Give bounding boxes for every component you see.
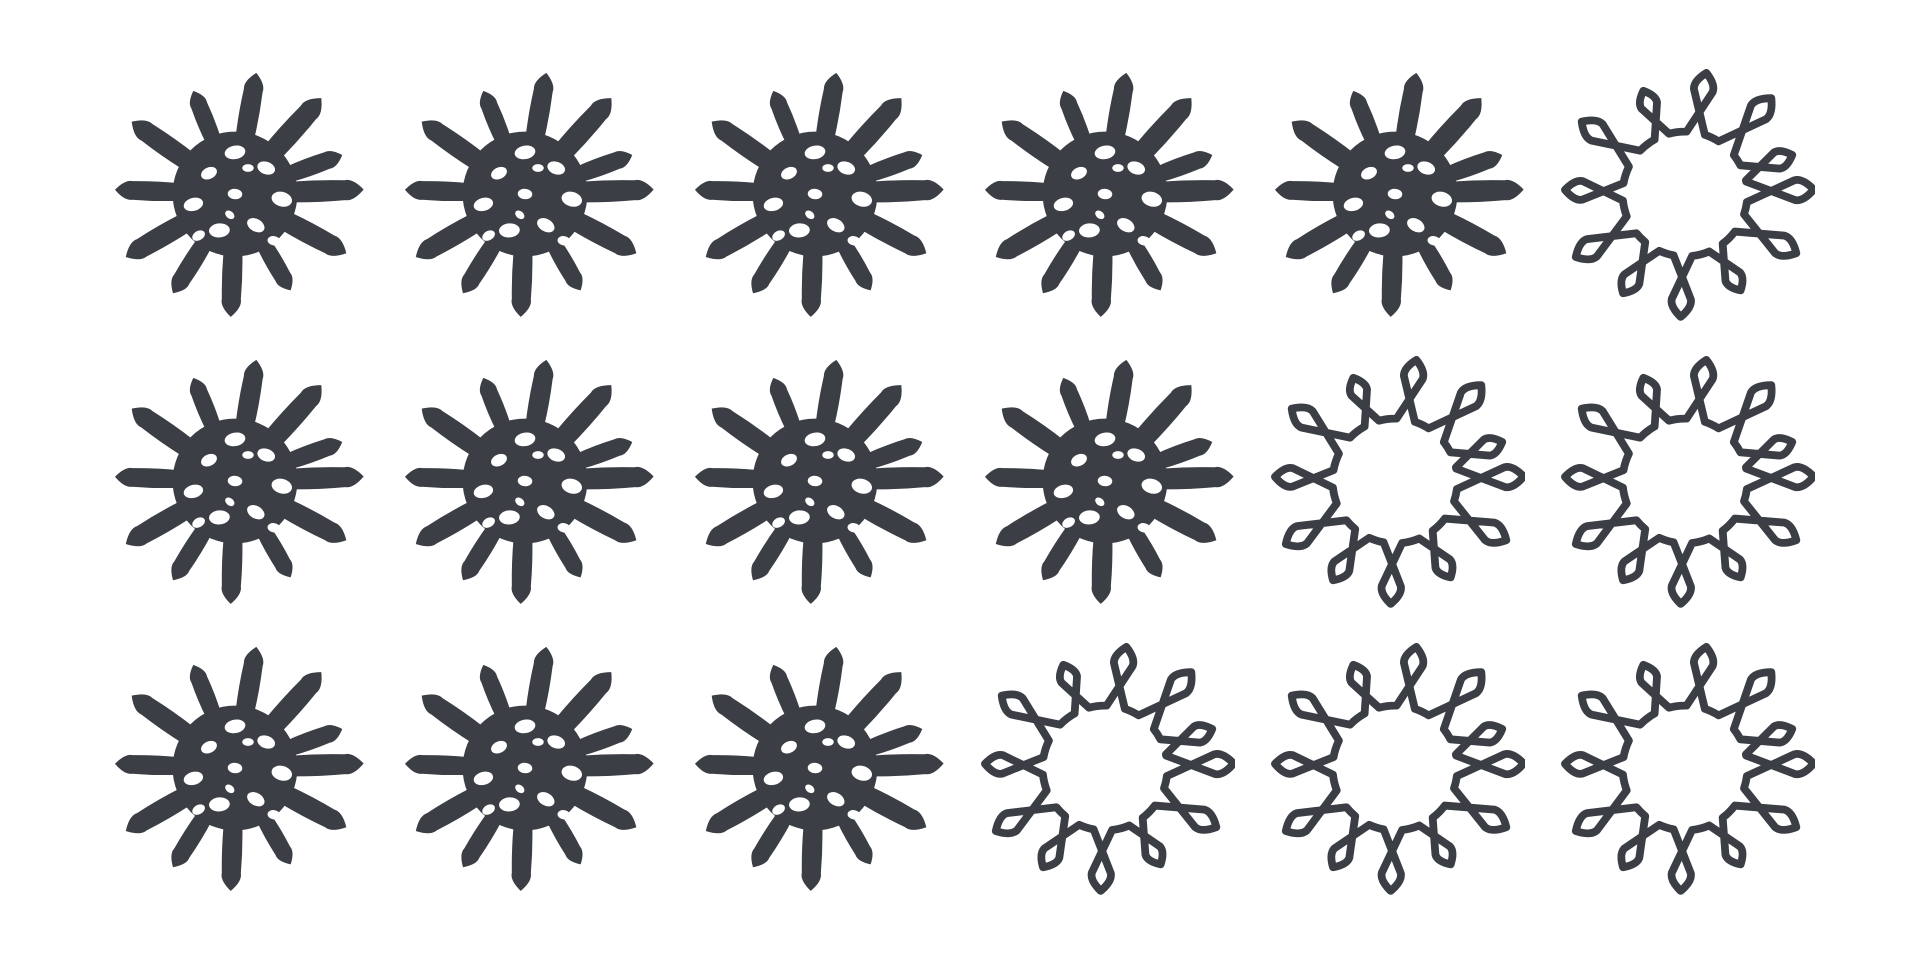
virus-outline-icon	[960, 624, 1250, 911]
virus-filled-icon	[670, 50, 960, 337]
virus-filled-icon	[670, 624, 960, 911]
virus-filled-icon	[90, 50, 380, 337]
icon-set-canvas	[0, 0, 1920, 960]
virus-filled-icon	[90, 337, 380, 624]
virus-outline-icon	[1540, 337, 1830, 624]
icon-grid	[90, 50, 1830, 910]
virus-filled-icon	[380, 337, 670, 624]
virus-filled-icon	[1250, 50, 1540, 337]
virus-filled-icon	[960, 50, 1250, 337]
virus-filled-icon	[90, 624, 380, 911]
virus-filled-icon	[960, 337, 1250, 624]
virus-filled-icon	[380, 624, 670, 911]
virus-outline-icon	[1250, 337, 1540, 624]
virus-outline-icon	[1250, 624, 1540, 911]
virus-outline-icon	[1540, 624, 1830, 911]
virus-filled-icon	[670, 337, 960, 624]
virus-filled-icon	[380, 50, 670, 337]
virus-outline-icon	[1540, 50, 1830, 337]
